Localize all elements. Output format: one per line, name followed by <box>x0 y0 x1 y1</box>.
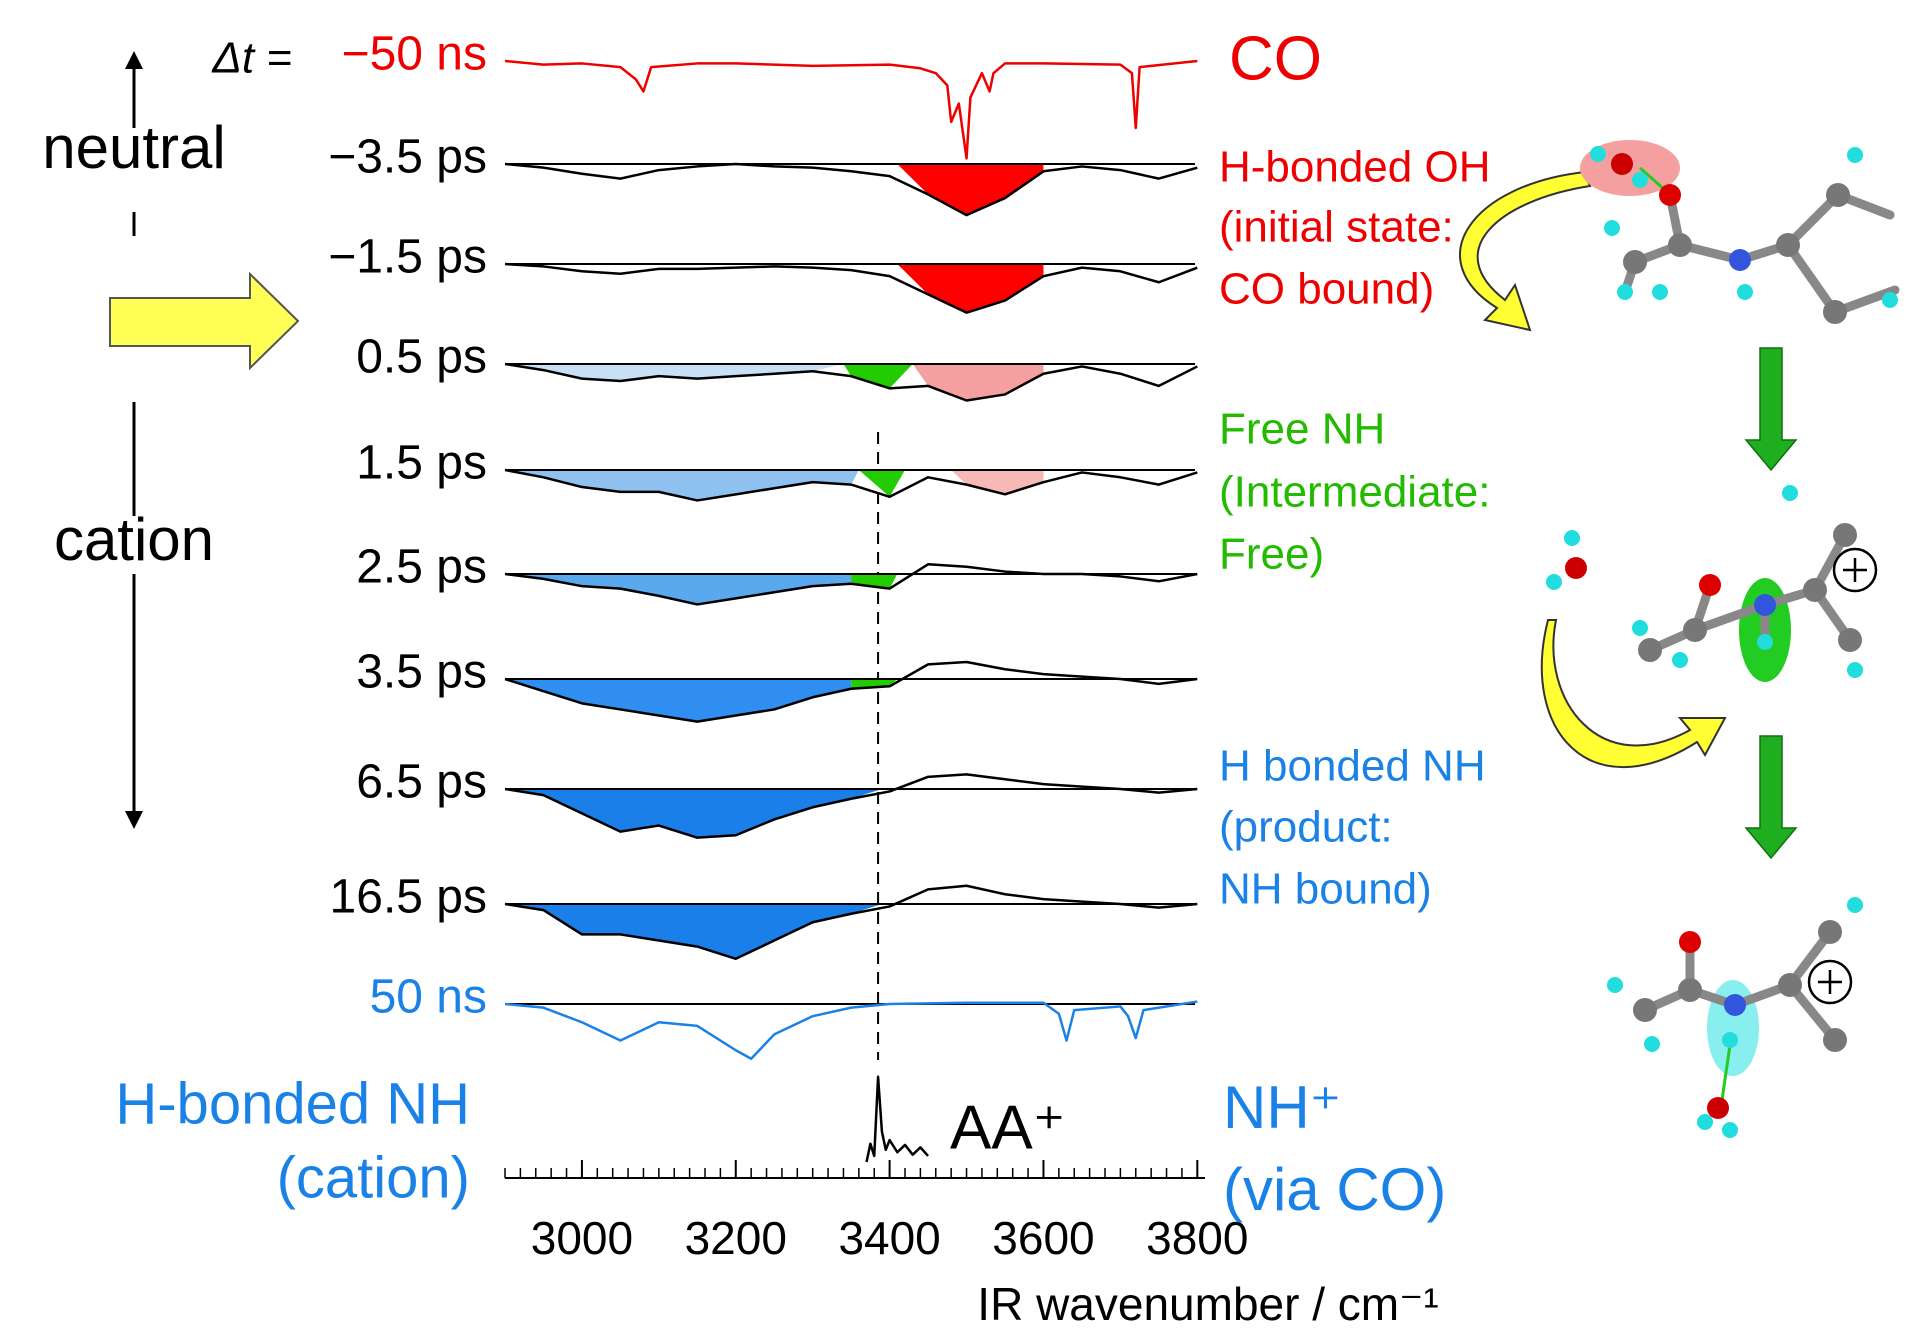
trace <box>504 660 1198 723</box>
trace-label: 2.5 ps <box>356 541 487 594</box>
x-tick-label: 3200 <box>685 1212 787 1264</box>
trace <box>504 162 1198 217</box>
annotation: NH⁺ <box>1223 1074 1341 1141</box>
band-fill <box>843 364 913 389</box>
x-axis-title: IR wavenumber / cm⁻¹ <box>977 1278 1438 1330</box>
trace-label: 6.5 ps <box>356 756 487 809</box>
trace-label: −50 ns <box>342 28 487 81</box>
trace <box>504 262 1198 314</box>
band-fill <box>897 264 1044 313</box>
trace <box>504 773 1198 839</box>
molecule <box>1546 485 1878 682</box>
band-fill <box>897 164 1044 216</box>
band-fill <box>505 574 852 605</box>
annotation: H-bonded OH <box>1219 143 1490 192</box>
step-arrow <box>1744 347 1798 860</box>
annotation: (initial state: <box>1219 203 1454 252</box>
trace <box>504 362 1198 402</box>
trace-label: 0.5 ps <box>356 331 487 384</box>
trace-label: −1.5 ps <box>328 231 487 284</box>
pump-arrow <box>109 271 300 371</box>
band-fill <box>858 470 905 497</box>
x-tick-label: 3800 <box>1146 1212 1248 1264</box>
annotation: (product: <box>1219 803 1393 852</box>
annotation: NH bound) <box>1219 865 1432 914</box>
annotation: H bonded NH <box>1219 742 1486 791</box>
trace <box>504 59 1198 160</box>
state-label: neutral <box>42 114 225 181</box>
x-tick-label: 3000 <box>531 1212 633 1264</box>
annotation: (via CO) <box>1223 1156 1446 1223</box>
molecule <box>1607 897 1863 1138</box>
trace <box>504 563 1198 606</box>
trace-label: 3.5 ps <box>356 646 487 699</box>
trace <box>865 1075 930 1163</box>
x-tick-label: 3400 <box>838 1212 940 1264</box>
trace <box>504 884 1198 961</box>
transfer-arrow <box>1459 170 1727 769</box>
trace-label: −3.5 ps <box>328 131 487 184</box>
band-fill <box>505 789 882 838</box>
band-fill <box>912 364 1044 401</box>
trace-label: 50 ns <box>370 971 487 1024</box>
trace-label: 16.5 ps <box>330 871 487 924</box>
x-tick-label: 3600 <box>992 1212 1094 1264</box>
trace <box>504 468 1198 502</box>
annotation: CO bound) <box>1219 265 1434 314</box>
annotation: Free) <box>1219 530 1324 579</box>
band-fill <box>505 364 844 382</box>
annotation: H-bonded NH <box>115 1071 470 1136</box>
band-fill <box>951 470 1044 495</box>
delta-label: Δt = <box>211 34 292 83</box>
trace-label: 1.5 ps <box>356 437 487 490</box>
annotation: (Intermediate: <box>1219 468 1490 517</box>
band-fill <box>505 470 859 501</box>
annotation: Free NH <box>1219 405 1385 454</box>
trace <box>504 1000 1198 1061</box>
band-fill <box>505 904 882 959</box>
trace-label: AA⁺ <box>950 1093 1065 1162</box>
annotation: CO <box>1229 24 1322 93</box>
annotation: (cation) <box>277 1145 470 1210</box>
molecule <box>1580 140 1900 324</box>
state-label: cation <box>54 506 214 573</box>
